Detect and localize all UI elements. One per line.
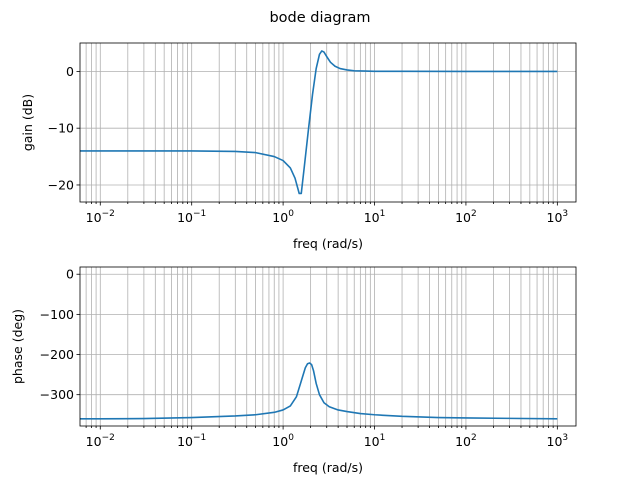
phase-xtick-label: 10−2 [86,433,115,449]
gain-xtick-label: 100 [272,209,294,225]
phase-xtick-label: 100 [272,433,294,449]
figure-title: bode diagram [269,10,370,26]
gain-xtick-label: 10−1 [177,209,206,225]
phase-xtick-label: 103 [547,433,569,449]
gain-xtick-label: 10−2 [86,209,115,225]
phase-xlabel: freq (rad/s) [293,460,363,475]
gain-series-line [80,50,558,195]
phase-ytick-label: −200 [40,347,74,362]
gain-axes-frame [79,42,577,203]
phase-series-line [80,362,558,420]
gain-ytick-label: −20 [48,177,74,192]
gain-ytick-label: −10 [48,121,74,136]
gain-ytick-label: 0 [66,64,74,79]
gain-xtick-label: 102 [455,209,477,225]
phase-xtick-label: 101 [364,433,386,449]
gain-plot: 10−2 10−1 100 101 102 103 0 −10 −20 freq (rad/s)… [20,42,577,251]
gain-xtick-label: 101 [364,209,386,225]
phase-axes-frame [79,266,577,427]
phase-ylabel: phase (deg) [10,309,25,384]
gain-ylabel: gain (dB) [20,94,35,151]
gain-xtick-label: 103 [547,209,569,225]
phase-ytick-label: −300 [40,387,74,402]
phase-xtick-label: 102 [455,433,477,449]
gain-xlabel: freq (rad/s) [293,236,363,251]
phase-xtick-label: 10−1 [177,433,206,449]
phase-ytick-label: −100 [40,307,74,322]
phase-plot: 10−2 10−1 100 101 102 103 0 −100 −200 −300 freq (… [10,266,577,475]
phase-ytick-label: 0 [66,267,74,282]
